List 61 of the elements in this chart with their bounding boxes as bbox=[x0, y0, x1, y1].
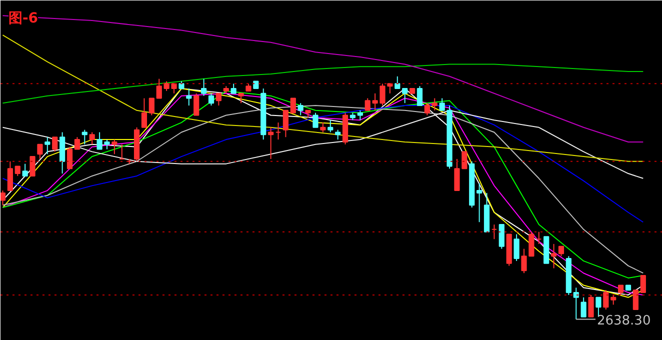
candlestick bbox=[558, 246, 564, 257]
candlestick bbox=[498, 224, 504, 250]
candlestick bbox=[290, 98, 296, 114]
candlestick bbox=[536, 231, 542, 244]
candlestick bbox=[640, 275, 646, 294]
candlestick bbox=[238, 92, 244, 104]
candlestick bbox=[424, 102, 430, 116]
candlestick bbox=[30, 156, 36, 176]
candlestick bbox=[148, 98, 154, 116]
candlestick bbox=[275, 122, 282, 140]
candlestick bbox=[476, 182, 482, 223]
candlestick bbox=[320, 122, 326, 133]
candlestick bbox=[268, 126, 274, 160]
candlestick bbox=[112, 139, 118, 155]
candlestick bbox=[37, 144, 43, 160]
candlestick bbox=[514, 234, 520, 262]
candlestick bbox=[66, 146, 73, 170]
candlestick bbox=[416, 86, 423, 106]
candlestick bbox=[230, 83, 236, 94]
candlestick bbox=[119, 144, 125, 160]
candlestick bbox=[387, 83, 393, 94]
candlestick bbox=[550, 243, 557, 269]
candlestick bbox=[573, 287, 579, 320]
candlestick bbox=[186, 88, 192, 106]
chart-title: 图-6 bbox=[8, 10, 38, 26]
candlestick bbox=[156, 78, 162, 99]
candlestick bbox=[141, 98, 148, 128]
candlestick bbox=[439, 98, 445, 111]
candlestick bbox=[402, 88, 408, 104]
candlestick bbox=[216, 92, 222, 106]
candlestick bbox=[521, 248, 527, 274]
candlestick bbox=[580, 296, 586, 318]
candlestick bbox=[22, 163, 28, 176]
candlestick bbox=[364, 98, 370, 111]
candlestick bbox=[528, 231, 534, 257]
candlestick bbox=[52, 136, 58, 152]
candlestick bbox=[588, 294, 594, 318]
candlestick bbox=[394, 76, 400, 90]
candlestick bbox=[610, 294, 616, 306]
annotation: 2638.30 bbox=[596, 313, 651, 328]
candlestick bbox=[74, 136, 80, 150]
candlestick bbox=[7, 160, 13, 192]
candlestick bbox=[89, 132, 95, 145]
candlestick bbox=[0, 190, 6, 206]
candlestick bbox=[603, 290, 609, 310]
candlestick bbox=[491, 224, 498, 240]
candlestick bbox=[618, 284, 624, 296]
candlestick bbox=[208, 92, 214, 106]
candlestick bbox=[82, 129, 88, 145]
candlestick bbox=[335, 129, 341, 140]
candlestick bbox=[357, 110, 363, 121]
candlestick bbox=[632, 290, 638, 310]
candlestick bbox=[200, 78, 207, 96]
candlestick bbox=[14, 166, 20, 176]
candlestick bbox=[432, 98, 438, 111]
candlestick bbox=[194, 92, 200, 116]
candlestick bbox=[298, 102, 304, 116]
candlestick bbox=[312, 112, 318, 128]
candlestick bbox=[282, 110, 289, 138]
candlestick bbox=[328, 120, 334, 133]
candlestick bbox=[44, 136, 50, 155]
